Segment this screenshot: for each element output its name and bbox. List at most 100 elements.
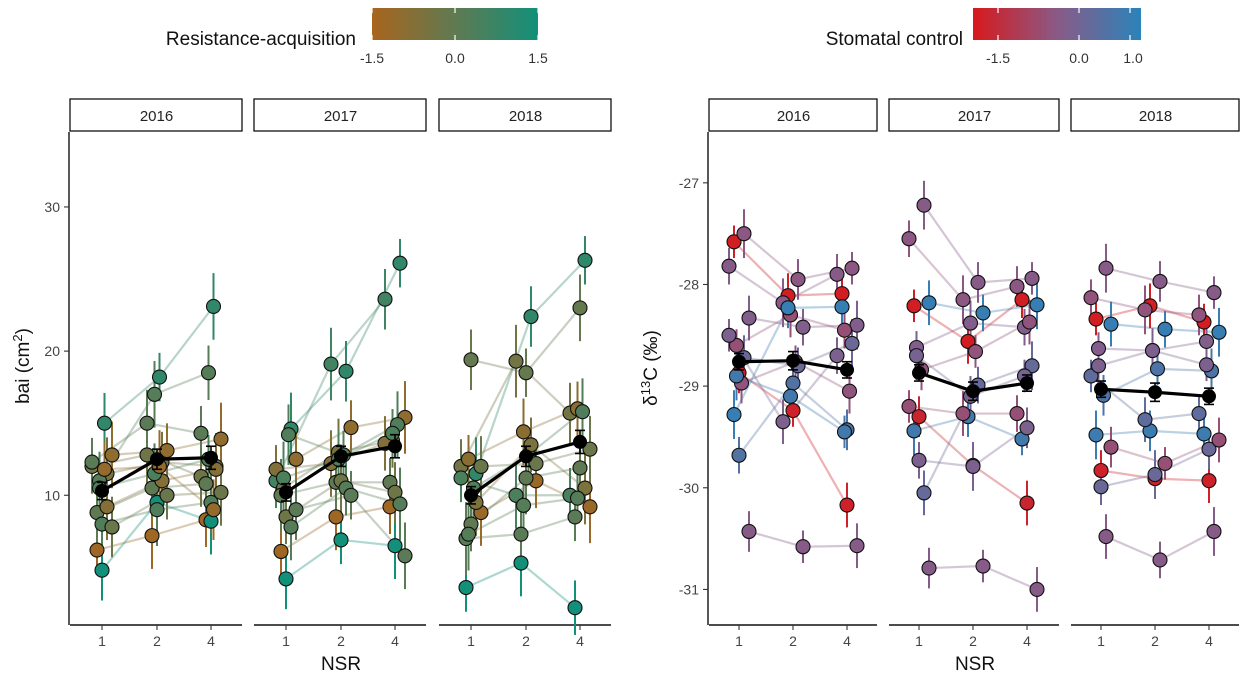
x-tick-label: 2 [969,633,977,649]
data-point [836,424,853,440]
data-point [582,499,598,515]
chart-panel-d13c: -27 -28 -29 -30 -31 2016 1 2 4 2017 1 2 4 2018 1 2 4 [679,98,1240,649]
facet-strip [253,98,427,132]
facet-strip-label: 2018 [509,108,542,125]
data-point [569,490,586,506]
data-point [911,452,927,468]
facet-panel: 2017 1 2 4 [888,98,1060,649]
facet-strip-label: 2017 [958,108,991,125]
data-point [1152,552,1168,568]
data-point [1029,297,1045,313]
data-point [94,562,110,578]
legend-ticks-left [371,8,539,40]
data-point [844,260,860,276]
data-point [104,519,120,535]
data-point [508,487,524,503]
y-tick-label: 10 [44,487,60,503]
data-point [508,353,524,369]
data-point [1201,473,1217,489]
facet-strip-label: 2016 [777,108,810,125]
data-point [1206,285,1222,301]
facet-strip [438,98,612,132]
data-point [96,461,113,477]
data-point [104,447,120,463]
facet-strip [69,98,243,132]
legend-stomatal-control: Stomatal control -1.5 0.0 1.0 [826,8,1143,66]
data-point [288,502,304,518]
data-point [144,528,160,544]
data-point [513,555,529,571]
data-point [795,539,811,555]
legend-colorbar-left [372,8,538,40]
mean-point [1020,376,1034,391]
data-point [89,542,105,558]
data-point [515,497,532,513]
x-tick-label: 1 [98,633,106,649]
data-point [278,571,294,587]
data-point [849,317,865,333]
data-point [328,509,344,525]
y-tick-label: -28 [679,276,699,292]
data-point [1191,406,1207,422]
x-tick-label: 2 [153,633,161,649]
data-point [834,299,850,315]
data-point [1191,307,1207,323]
data-point [333,532,349,548]
mean-point [1094,382,1108,397]
mean-point [334,449,348,464]
data-point [785,402,801,419]
data-point [1088,311,1104,327]
data-point [1093,462,1109,479]
data-point [283,519,299,535]
data-point [567,509,583,525]
facet-strip-label: 2017 [324,108,357,125]
data-point [343,487,359,503]
data-point [1137,302,1153,318]
data-point [906,423,922,439]
data-point [582,441,598,457]
data-point [955,292,971,308]
data-point [785,375,801,391]
data-point [193,425,209,441]
data-point [1196,426,1212,442]
data-point [741,523,757,540]
data-point [275,470,292,486]
legend-tick-label: -1.5 [986,50,1010,66]
data-point [1147,467,1163,483]
data-point [377,291,393,307]
data-point [1088,427,1104,443]
mean-point [519,449,533,464]
x-axis-label-left: NSR [321,654,361,675]
facet-strip-label: 2018 [1139,108,1172,125]
data-point [836,322,853,338]
data-point [790,271,806,287]
data-point [721,258,737,274]
data-point [1198,333,1215,349]
x-tick-label: 2 [1151,633,1159,649]
facet-strip [1070,98,1240,132]
x-tick-label: 4 [391,633,399,649]
data-point [955,406,971,422]
mean-point [204,450,218,465]
data-point [1137,412,1153,428]
data-point [1211,432,1227,448]
data-point [1019,420,1035,436]
data-point [916,197,932,213]
x-tick-label: 1 [915,633,923,649]
data-point [960,333,976,349]
data-point [1198,357,1215,373]
data-point [849,538,865,554]
data-point [1009,406,1025,422]
x-tick-label: 1 [1097,633,1105,649]
data-point [198,476,214,492]
data-point [921,295,937,311]
mean-point [95,483,109,498]
data-point [1093,479,1109,495]
data-point [782,388,799,404]
data-point [901,231,917,247]
y-tick-label: -29 [679,378,699,394]
data-point [149,502,165,518]
data-point [151,369,168,385]
data-point [1144,342,1161,359]
